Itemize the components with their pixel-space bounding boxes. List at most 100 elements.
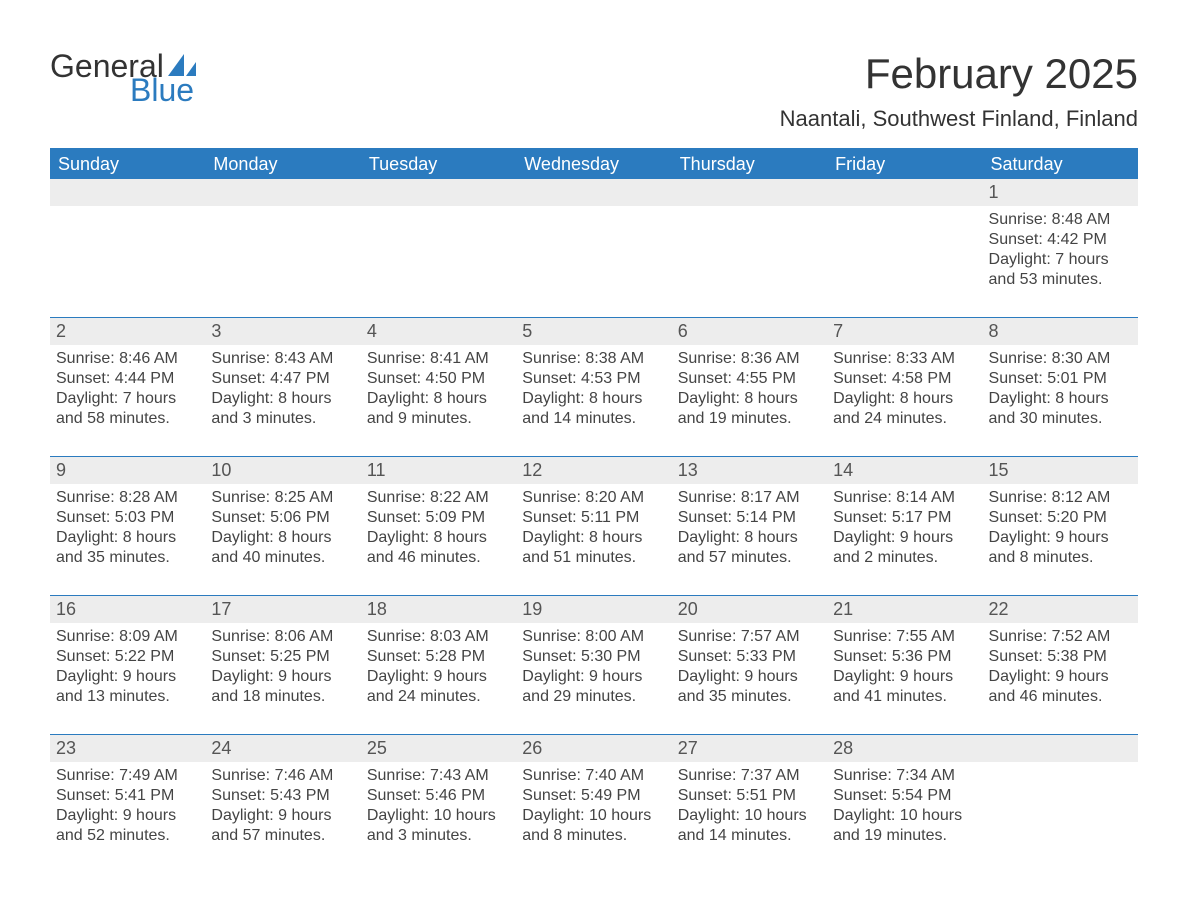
day-daylight1: Daylight: 8 hours (56, 528, 199, 548)
day-cell: 15Sunrise: 8:12 AMSunset: 5:20 PMDayligh… (983, 457, 1138, 596)
day-content: Sunrise: 7:49 AMSunset: 5:41 PMDaylight:… (56, 766, 199, 846)
day-daylight1: Daylight: 8 hours (367, 389, 510, 409)
day-number (205, 179, 360, 206)
day-cell (672, 179, 827, 318)
day-daylight1: Daylight: 9 hours (211, 806, 354, 826)
day-cell: 18Sunrise: 8:03 AMSunset: 5:28 PMDayligh… (361, 596, 516, 735)
day-sunrise: Sunrise: 7:57 AM (678, 627, 821, 647)
day-daylight2: and 51 minutes. (522, 548, 665, 568)
day-content: Sunrise: 8:43 AMSunset: 4:47 PMDaylight:… (211, 349, 354, 429)
day-cell: 12Sunrise: 8:20 AMSunset: 5:11 PMDayligh… (516, 457, 671, 596)
day-sunrise: Sunrise: 8:14 AM (833, 488, 976, 508)
day-daylight1: Daylight: 8 hours (678, 528, 821, 548)
day-sunset: Sunset: 5:51 PM (678, 786, 821, 806)
day-sunrise: Sunrise: 8:48 AM (989, 210, 1132, 230)
logo-text-blue: Blue (130, 74, 196, 106)
day-cell: 19 Sunrise: 8:00 AMSunset: 5:30 PMDayligh… (516, 596, 671, 735)
day-number: 14 (827, 457, 982, 484)
day-number: 6 (672, 318, 827, 345)
day-content: Sunrise: 8:36 AMSunset: 4:55 PMDaylight:… (678, 349, 821, 429)
day-sunrise: Sunrise: 7:43 AM (367, 766, 510, 786)
day-cell: 23Sunrise: 7:49 AMSunset: 5:41 PMDayligh… (50, 735, 205, 874)
day-cell: 5 Sunrise: 8:38 AMSunset: 4:53 PMDaylight… (516, 318, 671, 457)
day-daylight1: Daylight: 9 hours (989, 667, 1132, 687)
weekday-header: Thursday (672, 149, 827, 179)
day-sunset: Sunset: 5:36 PM (833, 647, 976, 667)
day-sunset: Sunset: 5:30 PM (522, 647, 665, 667)
day-sunrise: Sunrise: 8:12 AM (989, 488, 1132, 508)
day-number (983, 735, 1138, 762)
day-number: 1 (983, 179, 1138, 206)
day-number: 5 (516, 318, 671, 345)
day-number: 21 (827, 596, 982, 623)
day-cell: 21Sunrise: 7:55 AMSunset: 5:36 PMDayligh… (827, 596, 982, 735)
day-cell: 6 Sunrise: 8:36 AMSunset: 4:55 PMDaylight… (672, 318, 827, 457)
day-cell: 28Sunrise: 7:34 AMSunset: 5:54 PMDayligh… (827, 735, 982, 874)
day-daylight2: and 2 minutes. (833, 548, 976, 568)
day-daylight2: and 46 minutes. (367, 548, 510, 568)
day-daylight2: and 40 minutes. (211, 548, 354, 568)
day-daylight1: Daylight: 7 hours (56, 389, 199, 409)
day-sunset: Sunset: 5:46 PM (367, 786, 510, 806)
day-number: 2 (50, 318, 205, 345)
day-daylight1: Daylight: 9 hours (522, 667, 665, 687)
day-number: 3 (205, 318, 360, 345)
day-daylight1: Daylight: 8 hours (989, 389, 1132, 409)
day-sunrise: Sunrise: 7:34 AM (833, 766, 976, 786)
day-sunset: Sunset: 4:42 PM (989, 230, 1132, 250)
day-sunrise: Sunrise: 8:00 AM (522, 627, 665, 647)
weekday-row: Sunday Monday Tuesday Wednesday Thursday… (50, 149, 1138, 179)
day-cell: 24Sunrise: 7:46 AMSunset: 5:43 PMDayligh… (205, 735, 360, 874)
day-sunrise: Sunrise: 7:37 AM (678, 766, 821, 786)
day-cell (205, 179, 360, 318)
day-daylight1: Daylight: 9 hours (678, 667, 821, 687)
day-cell (983, 735, 1138, 874)
day-number: 25 (361, 735, 516, 762)
day-number: 27 (672, 735, 827, 762)
day-cell: 2 Sunrise: 8:46 AMSunset: 4:44 PMDaylight… (50, 318, 205, 457)
day-number: 11 (361, 457, 516, 484)
day-number: 19 (516, 596, 671, 623)
day-content: Sunrise: 8:46 AMSunset: 4:44 PMDaylight:… (56, 349, 199, 429)
day-sunset: Sunset: 5:09 PM (367, 508, 510, 528)
day-daylight1: Daylight: 9 hours (833, 667, 976, 687)
day-sunset: Sunset: 5:25 PM (211, 647, 354, 667)
day-sunrise: Sunrise: 7:49 AM (56, 766, 199, 786)
calendar-table: Sunday Monday Tuesday Wednesday Thursday… (50, 148, 1138, 873)
day-daylight2: and 35 minutes. (56, 548, 199, 568)
day-sunrise: Sunrise: 8:38 AM (522, 349, 665, 369)
day-daylight1: Daylight: 9 hours (211, 667, 354, 687)
day-daylight1: Daylight: 9 hours (833, 528, 976, 548)
day-daylight1: Daylight: 8 hours (833, 389, 976, 409)
day-cell: 22Sunrise: 7:52 AMSunset: 5:38 PMDayligh… (983, 596, 1138, 735)
week-row: 9Sunrise: 8:28 AMSunset: 5:03 PMDaylight… (50, 457, 1138, 596)
day-daylight2: and 53 minutes. (989, 270, 1132, 290)
day-sunrise: Sunrise: 8:43 AM (211, 349, 354, 369)
day-daylight2: and 41 minutes. (833, 687, 976, 707)
day-content: Sunrise: 7:37 AMSunset: 5:51 PMDaylight:… (678, 766, 821, 846)
day-cell (516, 179, 671, 318)
day-sunset: Sunset: 4:44 PM (56, 369, 199, 389)
day-sunrise: Sunrise: 8:22 AM (367, 488, 510, 508)
day-number (827, 179, 982, 206)
day-sunrise: Sunrise: 8:36 AM (678, 349, 821, 369)
day-content: Sunrise: 8:00 AMSunset: 5:30 PMDaylight:… (522, 627, 665, 707)
day-number: 4 (361, 318, 516, 345)
day-content: Sunrise: 8:38 AMSunset: 4:53 PMDaylight:… (522, 349, 665, 429)
day-daylight2: and 24 minutes. (833, 409, 976, 429)
day-content: Sunrise: 8:48 AMSunset: 4:42 PMDaylight:… (989, 210, 1132, 290)
day-sunrise: Sunrise: 7:52 AM (989, 627, 1132, 647)
day-content: Sunrise: 7:34 AMSunset: 5:54 PMDaylight:… (833, 766, 976, 846)
day-sunset: Sunset: 4:50 PM (367, 369, 510, 389)
day-cell: 11Sunrise: 8:22 AMSunset: 5:09 PMDayligh… (361, 457, 516, 596)
day-daylight2: and 18 minutes. (211, 687, 354, 707)
day-cell: 16Sunrise: 8:09 AMSunset: 5:22 PMDayligh… (50, 596, 205, 735)
day-content: Sunrise: 8:25 AMSunset: 5:06 PMDaylight:… (211, 488, 354, 568)
day-daylight2: and 3 minutes. (211, 409, 354, 429)
day-cell: 17Sunrise: 8:06 AMSunset: 5:25 PMDayligh… (205, 596, 360, 735)
day-number: 9 (50, 457, 205, 484)
day-daylight1: Daylight: 9 hours (989, 528, 1132, 548)
calendar-body: 1Sunrise: 8:48 AMSunset: 4:42 PMDaylight… (50, 179, 1138, 873)
day-sunset: Sunset: 5:41 PM (56, 786, 199, 806)
day-sunset: Sunset: 5:11 PM (522, 508, 665, 528)
